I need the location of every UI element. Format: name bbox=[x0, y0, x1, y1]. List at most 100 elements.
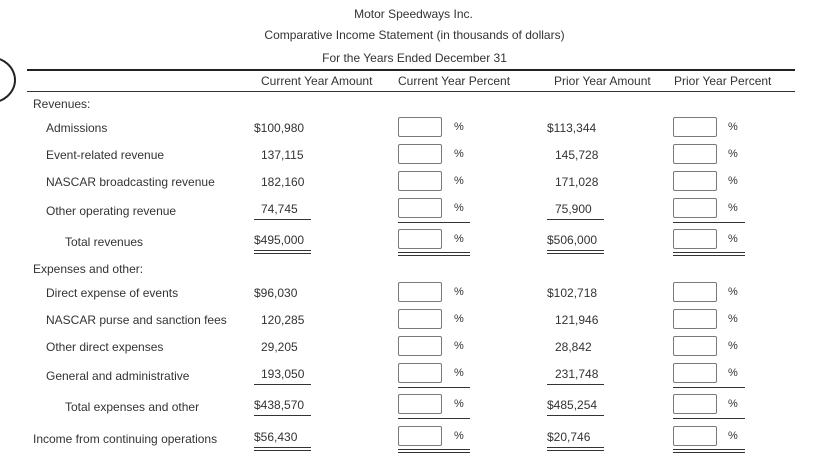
prior-percent-input[interactable] bbox=[673, 394, 717, 414]
current-percent-input[interactable] bbox=[398, 144, 442, 164]
current-amount: 120,285 bbox=[261, 313, 305, 327]
row-label: Other operating revenue bbox=[46, 204, 177, 218]
total-rule bbox=[547, 447, 604, 451]
col-prior-amount: Prior Year Amount bbox=[554, 74, 651, 88]
percent-sign: % bbox=[728, 286, 738, 298]
row-label: Total expenses and other bbox=[65, 400, 200, 414]
prior-percent-input[interactable] bbox=[673, 117, 717, 137]
prior-amount: 121,946 bbox=[555, 313, 599, 327]
subtotal-rule bbox=[254, 415, 311, 416]
percent-sign: % bbox=[728, 175, 738, 187]
percent-sign: % bbox=[454, 367, 464, 379]
current-percent-input[interactable] bbox=[398, 171, 442, 191]
statement-title: Comparative Income Statement (in thousan… bbox=[264, 28, 565, 42]
current-amount: 193,050 bbox=[261, 367, 305, 381]
current-percent-input[interactable] bbox=[398, 426, 442, 446]
row-label: Direct expense of events bbox=[46, 286, 179, 300]
total-rule bbox=[673, 252, 745, 256]
prior-percent-input[interactable] bbox=[673, 309, 717, 329]
subtotal-rule bbox=[673, 387, 745, 388]
current-percent-input[interactable] bbox=[398, 363, 442, 383]
subtotal-rule bbox=[673, 222, 745, 223]
subtotal-rule bbox=[254, 219, 311, 220]
current-amount: $100,980 bbox=[254, 121, 305, 135]
percent-sign: % bbox=[454, 313, 464, 325]
prior-percent-input[interactable] bbox=[673, 282, 717, 302]
row-label: Other direct expenses bbox=[46, 340, 164, 354]
current-percent-input[interactable] bbox=[398, 229, 442, 249]
percent-sign: % bbox=[728, 367, 738, 379]
subtotal-rule bbox=[547, 219, 604, 220]
percent-sign: % bbox=[454, 430, 464, 442]
row-label: Admissions bbox=[46, 121, 108, 135]
prior-amount: $485,254 bbox=[547, 398, 598, 412]
prior-percent-input[interactable] bbox=[673, 144, 717, 164]
prior-amount: $20,746 bbox=[547, 430, 591, 444]
current-percent-input[interactable] bbox=[398, 117, 442, 137]
prior-amount: $102,718 bbox=[547, 286, 598, 300]
col-prior-percent: Prior Year Percent bbox=[674, 74, 772, 88]
current-percent-input[interactable] bbox=[398, 282, 442, 302]
current-percent-input[interactable] bbox=[398, 309, 442, 329]
prior-percent-input[interactable] bbox=[673, 198, 717, 218]
total-rule bbox=[398, 449, 470, 453]
percent-sign: % bbox=[454, 340, 464, 352]
prior-amount: 171,028 bbox=[555, 175, 599, 189]
current-percent-input[interactable] bbox=[398, 394, 442, 414]
section-expenses: Expenses and other: bbox=[33, 262, 144, 276]
prior-percent-input[interactable] bbox=[673, 426, 717, 446]
current-amount: 182,160 bbox=[261, 175, 305, 189]
current-amount: $96,030 bbox=[254, 286, 298, 300]
prior-percent-input[interactable] bbox=[673, 171, 717, 191]
row-label: Total revenues bbox=[65, 235, 144, 249]
percent-sign: % bbox=[728, 233, 738, 245]
percent-sign: % bbox=[728, 340, 738, 352]
prior-percent-input[interactable] bbox=[673, 336, 717, 356]
row-label: NASCAR broadcasting revenue bbox=[46, 175, 215, 189]
subtotal-rule bbox=[398, 222, 470, 223]
subtotal-rule bbox=[398, 387, 470, 388]
percent-sign: % bbox=[454, 286, 464, 298]
total-rule bbox=[254, 250, 311, 254]
current-percent-input[interactable] bbox=[398, 336, 442, 356]
col-current-amount: Current Year Amount bbox=[261, 74, 373, 88]
subtotal-rule bbox=[673, 418, 745, 419]
percent-sign: % bbox=[728, 313, 738, 325]
header-rule bbox=[27, 69, 795, 71]
percent-sign: % bbox=[728, 398, 738, 410]
percent-sign: % bbox=[454, 202, 464, 214]
percent-sign: % bbox=[454, 398, 464, 410]
column-header-rule bbox=[27, 91, 795, 92]
prior-amount: $113,344 bbox=[547, 121, 597, 135]
prior-amount: 145,728 bbox=[555, 148, 599, 162]
total-rule bbox=[254, 447, 311, 451]
percent-sign: % bbox=[728, 202, 738, 214]
subtotal-rule bbox=[547, 384, 604, 385]
current-amount: 29,205 bbox=[261, 340, 298, 354]
prior-amount: 75,900 bbox=[555, 202, 592, 216]
row-label: NASCAR purse and sanction fees bbox=[46, 313, 227, 327]
percent-sign: % bbox=[454, 148, 464, 160]
total-rule bbox=[398, 252, 470, 256]
subtotal-rule bbox=[398, 418, 470, 419]
current-amount: 74,745 bbox=[261, 202, 298, 216]
company-name: Motor Speedways Inc. bbox=[354, 7, 473, 21]
current-amount: 137,115 bbox=[261, 148, 304, 162]
row-label: General and administrative bbox=[46, 369, 190, 383]
subtotal-rule bbox=[547, 415, 604, 416]
col-current-percent: Current Year Percent bbox=[398, 74, 511, 88]
prior-amount: $506,000 bbox=[547, 233, 598, 247]
section-revenues: Revenues: bbox=[33, 97, 91, 111]
prior-percent-input[interactable] bbox=[673, 229, 717, 249]
percent-sign: % bbox=[454, 121, 464, 133]
prior-percent-input[interactable] bbox=[673, 363, 717, 383]
total-rule bbox=[547, 250, 604, 254]
current-amount: $56,430 bbox=[254, 430, 298, 444]
statement-period: For the Years Ended December 31 bbox=[322, 51, 507, 65]
current-percent-input[interactable] bbox=[398, 198, 442, 218]
percent-sign: % bbox=[728, 148, 738, 160]
total-rule bbox=[673, 449, 745, 453]
current-amount: $438,570 bbox=[254, 398, 305, 412]
subtotal-rule bbox=[254, 384, 311, 385]
row-label: Income from continuing operations bbox=[33, 432, 218, 446]
